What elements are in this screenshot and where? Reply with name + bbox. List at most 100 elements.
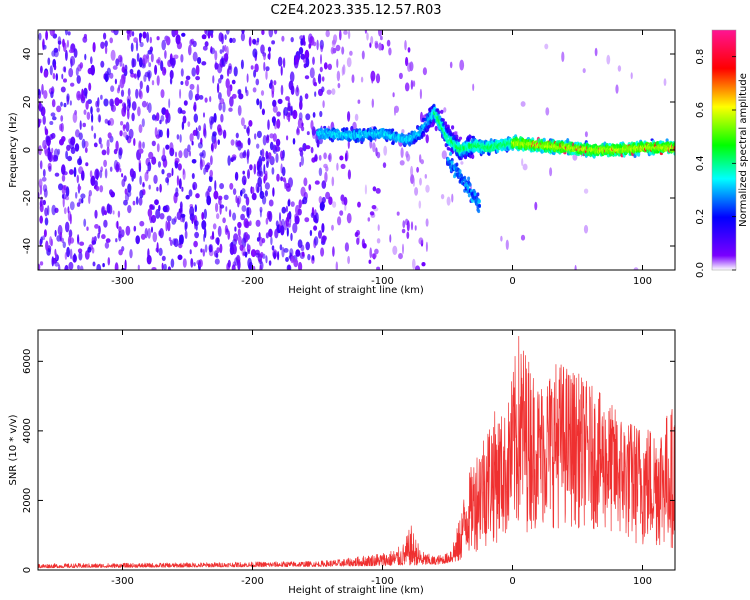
spectrogram-noise-cell: [146, 84, 150, 94]
spectrogram-noise-cell: [582, 68, 586, 74]
spectrogram-noise-cell: [419, 88, 422, 100]
spectrogram-y-tick-label: 40: [22, 48, 33, 61]
spectrogram-noise-cell: [267, 119, 270, 130]
spectrogram-noise-cell: [157, 56, 161, 66]
spectrogram-ridge-cell: [440, 109, 444, 114]
spectrogram-noise-cell: [62, 241, 66, 249]
spectrogram-noise-cell: [55, 73, 58, 81]
spectrogram-noise-cell: [156, 75, 160, 86]
spectrogram-noise-cell: [235, 195, 238, 204]
spectrogram-noise-cell: [594, 47, 598, 57]
spectrogram-noise-cell: [148, 184, 151, 190]
spectrogram-noise-cell: [178, 150, 183, 159]
spectrogram-noise-cell: [213, 112, 217, 123]
spectrogram-noise-cell: [102, 263, 105, 268]
spectrogram-noise-cell: [357, 201, 361, 208]
spectrogram-noise-cell: [259, 264, 262, 270]
spectrogram-noise-cell: [68, 229, 73, 238]
spectrogram-noise-cell: [419, 177, 422, 186]
spectrogram-noise-cell: [60, 86, 66, 93]
spectrogram-noise-cell: [165, 117, 168, 124]
spectrogram-noise-cell: [257, 176, 263, 187]
spectrogram-noise-cell: [368, 259, 372, 264]
spectrogram-ridge-cell: [394, 131, 398, 135]
spectrogram-noise-cell: [235, 132, 239, 139]
spectrogram-noise-cell: [149, 36, 152, 44]
spectrogram-noise-cell: [196, 84, 200, 95]
spectrogram-noise-cell: [54, 172, 60, 177]
spectrogram-noise-cell: [220, 113, 224, 123]
spectrogram-noise-cell: [300, 155, 304, 166]
spectrogram-noise-cell: [158, 129, 163, 138]
spectrogram-noise-cell: [256, 98, 260, 106]
spectrogram-y-tick-label: 20: [22, 96, 33, 109]
spectrogram-noise-cell: [336, 70, 341, 82]
spectrogram-noise-cell: [197, 142, 203, 149]
spectrogram-noise-cell: [103, 210, 107, 216]
spectrogram-noise-cell: [298, 47, 304, 55]
spectrogram-noise-cell: [119, 56, 123, 67]
spectrogram-noise-cell: [281, 206, 287, 214]
snr-x-tick-label: 0: [509, 576, 515, 587]
spectrogram-noise-cell: [119, 130, 123, 137]
spectrogram-noise-cell: [38, 263, 41, 270]
spectrogram-noise-cell: [109, 166, 113, 172]
spectrogram-noise-cell: [261, 30, 265, 36]
spectrogram-noise-cell: [275, 153, 279, 163]
spectrogram-noise-cell: [194, 220, 199, 227]
spectrogram-noise-cell: [169, 142, 174, 153]
spectrogram-noise-cell: [207, 185, 212, 193]
spectrogram-noise-cell: [47, 150, 52, 161]
spectrogram-noise-cell: [210, 116, 215, 124]
spectrogram-ridge-cell: [544, 149, 548, 153]
spectrogram-noise-cell: [298, 261, 303, 270]
spectrogram-noise-cell: [193, 113, 198, 123]
spectrogram-noise-cell: [287, 99, 291, 110]
spectrogram-noise-cell: [151, 140, 156, 147]
spectrogram-noise-cell: [189, 206, 195, 217]
spectrogram-noise-cell: [325, 30, 330, 38]
spectrogram-noise-cell: [321, 180, 327, 189]
spectrogram-noise-cell: [321, 223, 325, 233]
spectrogram-noise-cell: [123, 131, 128, 138]
spectrogram-noise-cell: [362, 243, 367, 249]
spectrogram-noise-cell: [300, 53, 306, 60]
spectrogram-noise-cell: [340, 163, 346, 169]
spectrogram-noise-cell: [240, 117, 245, 127]
spectrogram-noise-cell: [240, 213, 246, 221]
spectrogram-noise-cell: [167, 266, 171, 270]
spectrogram-noise-cell: [308, 43, 312, 49]
spectrogram-noise-cell: [256, 130, 262, 139]
spectrogram-noise-cell: [306, 131, 310, 136]
snr-x-axis: -300 -200 -100 0 100: [111, 330, 652, 587]
spectrogram-noise-cell: [297, 239, 303, 249]
spectrogram-noise-cell: [164, 50, 167, 59]
spectrogram-noise-cell: [380, 35, 383, 41]
spectrogram-noise-cell: [259, 209, 262, 218]
spectrogram-noise-cell: [319, 201, 325, 212]
spectrogram-noise-cell: [336, 58, 339, 68]
spectrogram-noise-cell: [167, 220, 171, 232]
spectrogram-noise-cell: [138, 140, 142, 151]
spectrogram-noise-cell: [242, 170, 245, 175]
spectrogram-noise-cell: [225, 78, 230, 89]
snr-y-axis: 0 2000 4000 6000: [22, 349, 675, 573]
spectrogram-noise-cell: [183, 148, 189, 159]
spectrogram-noise-cell: [331, 176, 335, 187]
spectrogram-noise-cell: [225, 206, 228, 212]
spectrogram-noise-cell: [179, 109, 183, 114]
spectrogram-noise-cell: [62, 196, 65, 208]
spectrogram-noise-cell: [354, 113, 359, 121]
spectrogram-noise-cell: [86, 111, 91, 120]
spectrogram-noise-cell: [299, 100, 303, 111]
spectrogram-noise-cell: [208, 244, 213, 253]
spectrogram-noise-cell: [189, 150, 191, 157]
spectrogram-ridge-cell: [422, 133, 426, 137]
spectrogram-noise-cell: [244, 251, 248, 258]
spectrogram-noise-cell: [79, 241, 85, 246]
spectrogram-noise-cell: [61, 174, 66, 182]
spectrogram-noise-cell: [335, 261, 338, 270]
spectrogram-noise-cell: [193, 240, 198, 248]
spectrogram-noise-cell: [398, 72, 403, 80]
spectrogram-noise-cell: [410, 221, 414, 231]
